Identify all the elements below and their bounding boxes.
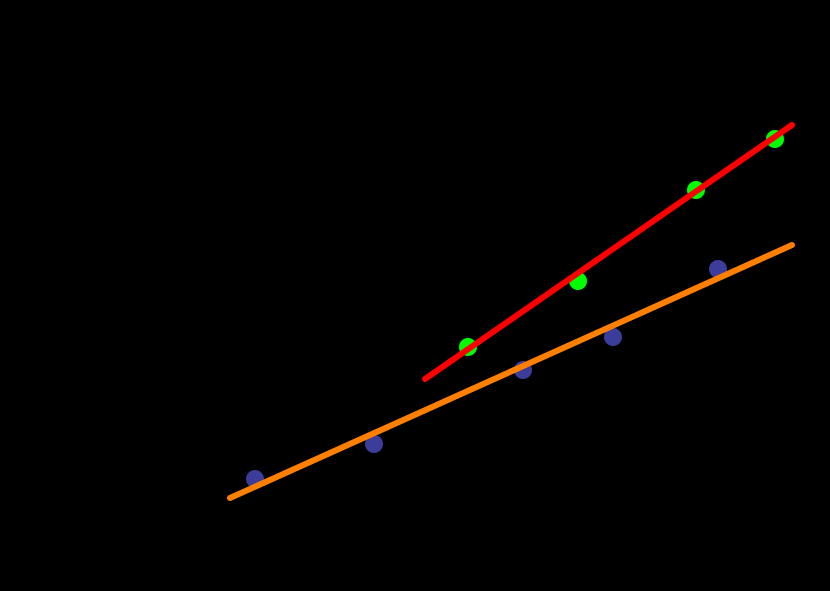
- fit-red-line: [422, 122, 795, 382]
- data-point: [604, 328, 622, 346]
- fit-orange-line: [227, 242, 795, 501]
- data-point: [365, 435, 383, 453]
- fit-lines: [227, 122, 795, 501]
